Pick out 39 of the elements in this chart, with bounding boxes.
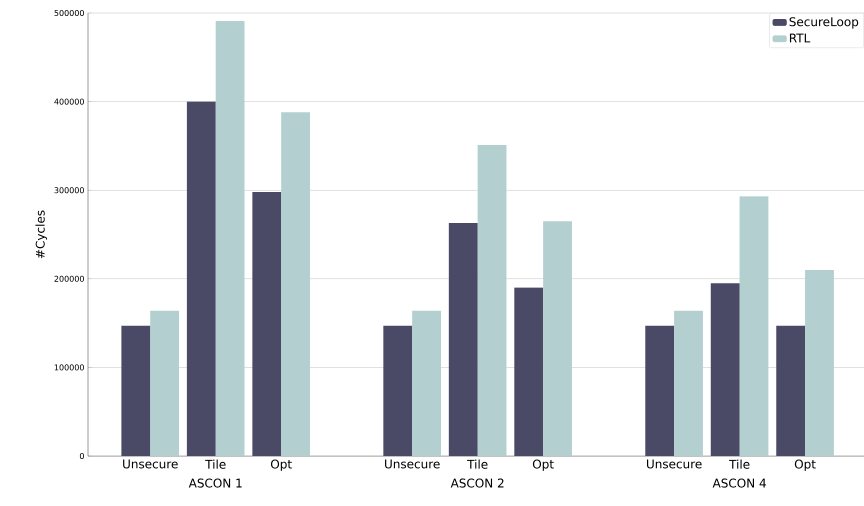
x-tick-label: Unsecure <box>646 460 702 468</box>
y-tick-label: 100000 <box>54 364 84 370</box>
x-tick-label: Opt <box>270 460 292 471</box>
legend-label: RTL <box>790 34 810 42</box>
y-tick-label: 0 <box>80 452 84 460</box>
x-tick-label: Opt <box>794 460 816 471</box>
bar <box>674 310 703 456</box>
bar <box>543 221 572 456</box>
x-tick-label: Opt <box>532 460 554 471</box>
bar <box>645 326 674 456</box>
bar <box>776 326 806 456</box>
bar <box>383 326 412 456</box>
bar <box>412 310 441 456</box>
bar <box>150 310 180 456</box>
y-tick-label: 400000 <box>54 98 84 105</box>
text: ASCON 2 <box>450 478 504 488</box>
bar <box>216 20 245 456</box>
text: ASCON 4 <box>712 478 766 488</box>
bar <box>478 145 506 456</box>
bar <box>281 112 310 456</box>
y-axis-title: #Cycles <box>35 210 48 258</box>
bar <box>448 222 478 456</box>
x-tick-label: Tile <box>467 460 488 469</box>
bar <box>740 196 768 456</box>
text: ASCON 1 <box>188 478 242 488</box>
x-tick-label: Unsecure <box>385 460 440 468</box>
bar <box>514 288 544 456</box>
legend-label: SecureLoop <box>790 17 858 29</box>
y-tick-label: 200000 <box>54 276 84 282</box>
bar <box>121 326 150 456</box>
x-tick-label: Unsecure <box>123 460 178 468</box>
bar <box>252 192 282 456</box>
bar <box>710 283 740 456</box>
y-tick-label: 300000 <box>54 187 84 194</box>
y-tick-label: 500000 <box>54 10 84 16</box>
bar <box>186 102 216 456</box>
x-tick-label: Tile <box>205 460 226 469</box>
bar <box>805 270 834 456</box>
x-tick-label: Tile <box>729 460 750 469</box>
